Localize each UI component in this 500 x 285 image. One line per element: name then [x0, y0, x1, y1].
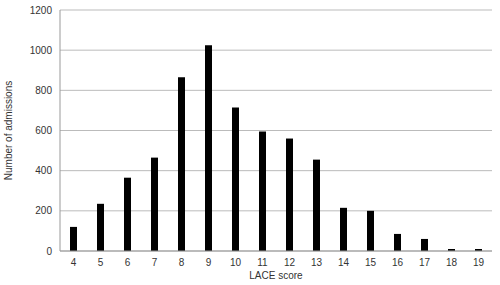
svg-text:7: 7	[152, 257, 158, 268]
svg-text:19: 19	[473, 257, 485, 268]
svg-text:400: 400	[35, 165, 52, 176]
svg-text:8: 8	[179, 257, 185, 268]
svg-text:Number of admissions: Number of admissions	[8, 81, 14, 180]
svg-text:11: 11	[257, 257, 268, 268]
svg-text:600: 600	[35, 125, 52, 136]
svg-text:200: 200	[35, 205, 52, 216]
svg-text:17: 17	[419, 257, 431, 268]
svg-text:0: 0	[46, 246, 52, 257]
svg-text:5: 5	[98, 257, 104, 268]
svg-text:1000: 1000	[30, 45, 53, 56]
svg-text:14: 14	[338, 257, 350, 268]
svg-text:800: 800	[35, 85, 52, 96]
svg-text:4: 4	[71, 257, 77, 268]
svg-text:15: 15	[365, 257, 377, 268]
svg-text:9: 9	[206, 257, 212, 268]
svg-text:13: 13	[311, 257, 323, 268]
svg-text:10: 10	[230, 257, 242, 268]
svg-text:12: 12	[284, 257, 296, 268]
svg-text:16: 16	[392, 257, 404, 268]
svg-text:1200: 1200	[30, 5, 53, 16]
svg-text:18: 18	[446, 257, 458, 268]
svg-text:6: 6	[125, 257, 131, 268]
svg-text:LACE score: LACE score	[249, 270, 303, 281]
